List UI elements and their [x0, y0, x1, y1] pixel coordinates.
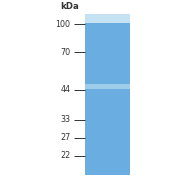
Text: 33: 33: [60, 115, 70, 124]
Bar: [85, 14, 130, 23]
Text: kDa: kDa: [60, 2, 79, 11]
Text: 70: 70: [60, 48, 70, 57]
Bar: [85, 84, 130, 89]
Text: 22: 22: [60, 151, 70, 160]
Text: 27: 27: [60, 133, 70, 142]
Bar: [85, 14, 130, 175]
Text: 100: 100: [55, 20, 70, 29]
Text: 44: 44: [60, 86, 70, 94]
